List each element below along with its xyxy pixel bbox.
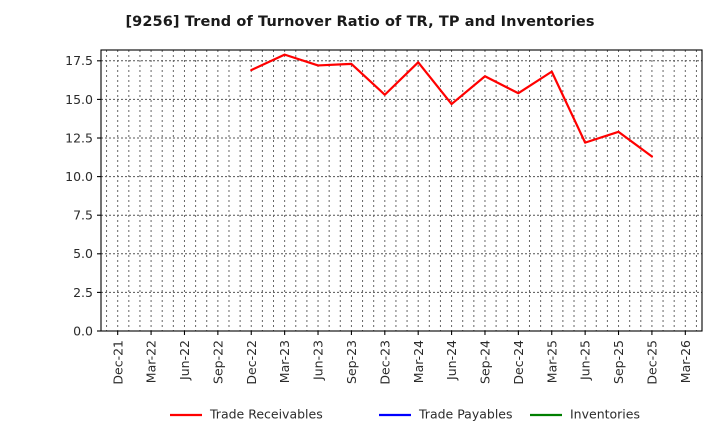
grid-lines-horizontal: [101, 60, 702, 293]
x-axis-tick-label: Sep-24: [478, 340, 493, 384]
x-axis-tick-label: Dec-21: [110, 340, 125, 385]
x-axis-tick-label: Mar-26: [678, 340, 693, 383]
x-axis-tick-label: Jun-25: [578, 340, 593, 381]
y-axis-ticks: [97, 60, 101, 332]
chart-legend: Trade Receivables Trade Payables Inventori…: [170, 407, 640, 422]
x-axis-tick-label: Jun-23: [311, 340, 326, 381]
y-axis-tick-label: 0.0: [73, 323, 93, 338]
y-axis-tick-label: 2.5: [73, 285, 93, 300]
x-axis-tick-label: Dec-23: [377, 340, 392, 385]
x-axis-tick-label: Dec-24: [511, 340, 526, 385]
y-axis-tick-labels: 0.0 2.5 5.0 7.5 10.0 12.5 15.0 17.5: [65, 53, 93, 338]
x-axis-tick-label: Sep-25: [611, 340, 626, 384]
y-axis-tick-label: 5.0: [73, 246, 93, 261]
x-axis-tick-label: Jun-22: [177, 340, 192, 381]
x-axis-tick-label: Mar-23: [277, 340, 292, 383]
x-axis-tick-label: Mar-24: [411, 340, 426, 383]
y-axis-tick-label: 17.5: [65, 53, 93, 68]
x-axis-tick-label: Mar-22: [144, 340, 159, 383]
grid-lines-vertical: [106, 50, 697, 331]
plot-frame: [100, 49, 703, 332]
data-series-lines: [250, 53, 654, 158]
x-axis-tick-label: Jun-24: [444, 340, 459, 381]
legend-label: Inventories: [570, 407, 640, 422]
x-axis-tick-labels: Dec-21 Mar-22 Jun-22 Sep-22 Dec-22 Mar-23 Jun-…: [110, 340, 693, 385]
series-line: [250, 53, 654, 158]
y-axis-tick-label: 15.0: [65, 92, 93, 107]
x-axis-tick-label: Dec-25: [645, 340, 660, 385]
y-axis-tick-label: 7.5: [73, 208, 93, 223]
x-axis-tick-label: Sep-22: [210, 340, 225, 384]
x-axis-tick-label: Dec-22: [244, 340, 259, 385]
x-axis-tick-label: Sep-23: [344, 340, 359, 384]
y-axis-tick-label: 12.5: [65, 130, 93, 145]
x-axis-ticks: [117, 331, 686, 335]
legend-label: Trade Payables: [418, 407, 513, 422]
y-axis-tick-label: 10.0: [65, 169, 93, 184]
legend-label: Trade Receivables: [209, 407, 323, 422]
x-axis-tick-label: Mar-25: [544, 340, 559, 383]
chart-title: [9256] Trend of Turnover Ratio of TR, TP…: [125, 14, 595, 30]
